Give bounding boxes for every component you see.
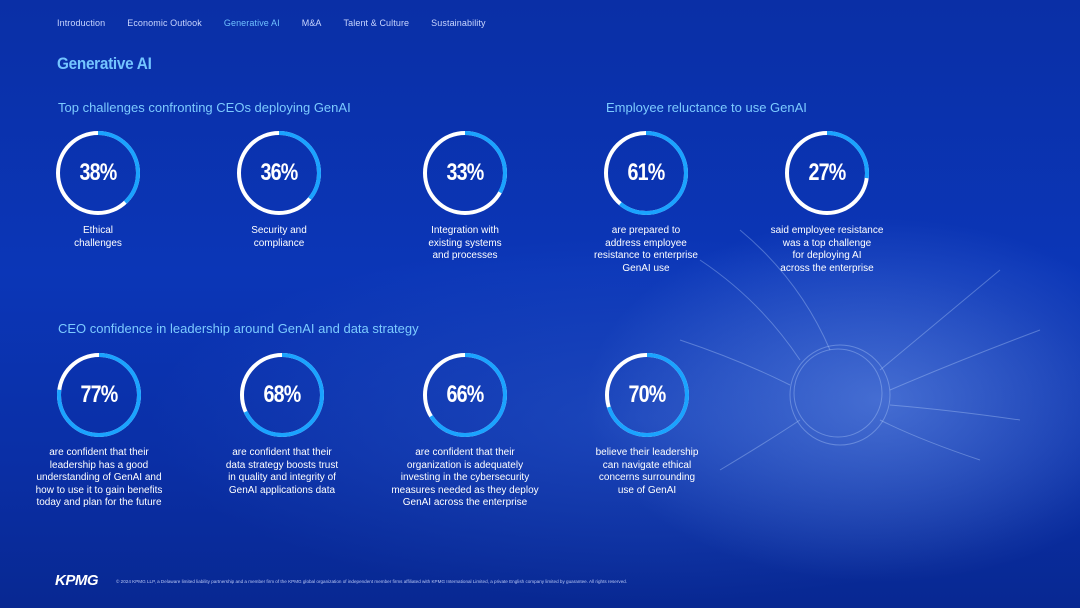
ring-progress-arc — [604, 131, 688, 215]
progress-ring: 70% — [603, 351, 691, 439]
ring-chart — [237, 131, 321, 215]
kpmg-logo: KPMG — [55, 572, 99, 589]
stat-caption: said employee resistance was a top chall… — [770, 225, 884, 274]
stat-value: 66% — [446, 381, 485, 408]
stat-employee-resistance: 27% said employee resistance was a top c… — [752, 129, 902, 275]
progress-ring: 38% — [54, 129, 142, 217]
nav-item-economic-outlook[interactable]: Economic Outlook — [127, 18, 202, 28]
stat-caption: are prepared to address employee resista… — [594, 225, 698, 274]
section-title-reluctance: Employee reluctance to use GenAI — [606, 100, 807, 115]
section-title-challenges: Top challenges confronting CEOs deployin… — [58, 100, 351, 115]
stat-prepared-resistance: 61% are prepared to address employee res… — [571, 129, 721, 275]
progress-ring: 66% — [421, 351, 509, 439]
footer-legal-text: © 2024 KPMG LLP, a Delaware limited liab… — [116, 579, 628, 584]
stat-value: 70% — [628, 381, 667, 408]
ring-progress-arc — [605, 353, 689, 437]
stat-cybersecurity: 66% are confident that their organizatio… — [390, 351, 540, 510]
stat-ethical-challenges: 38% Ethical challenges — [23, 129, 173, 250]
ring-chart — [423, 353, 507, 437]
stat-data-strategy: 68% are confident that their data strate… — [207, 351, 357, 497]
ring-chart — [56, 131, 140, 215]
stat-ethical-concerns: 70% believe their leadership can navigat… — [572, 351, 722, 497]
nav-item-sustainability[interactable]: Sustainability — [431, 18, 486, 28]
stat-value: 77% — [80, 381, 119, 408]
stat-caption: are confident that their data strategy b… — [225, 447, 339, 496]
ring-progress-arc — [423, 353, 507, 437]
progress-ring: 27% — [783, 129, 871, 217]
stat-value: 36% — [260, 159, 299, 186]
stat-caption: believe their leadership can navigate et… — [595, 447, 699, 496]
nav-item-introduction[interactable]: Introduction — [57, 18, 106, 28]
stat-value: 68% — [263, 381, 302, 408]
page-title: Generative AI — [57, 54, 152, 73]
ring-progress-arc — [237, 131, 321, 215]
ring-progress-arc — [57, 353, 141, 437]
ring-progress-arc — [240, 353, 324, 437]
nav-item-m-and-a[interactable]: M&A — [301, 18, 322, 28]
ring-chart — [57, 353, 141, 437]
ring-chart — [605, 353, 689, 437]
stat-value: 27% — [808, 159, 847, 186]
stat-caption: Security and compliance — [251, 225, 307, 249]
stat-genai-understanding: 77% are confident that their leadership … — [24, 351, 174, 510]
ring-progress-arc — [423, 131, 507, 215]
stat-value: 33% — [446, 159, 485, 186]
section-title-confidence: CEO confidence in leadership around GenA… — [58, 321, 419, 336]
nav-item-generative-ai[interactable]: Generative AI — [223, 18, 280, 28]
stat-value: 38% — [79, 159, 118, 186]
stat-integration: 33% Integration with existing systems an… — [390, 129, 540, 263]
top-nav: Introduction Economic Outlook Generative… — [57, 18, 508, 28]
stat-security-compliance: 36% Security and compliance — [204, 129, 354, 250]
ring-progress-arc — [785, 131, 869, 215]
ring-progress-arc — [56, 131, 140, 215]
stat-value: 61% — [627, 159, 666, 186]
progress-ring: 61% — [602, 129, 690, 217]
ring-chart — [240, 353, 324, 437]
stat-caption: are confident that their organization is… — [391, 447, 539, 509]
progress-ring: 36% — [235, 129, 323, 217]
nav-item-talent-culture[interactable]: Talent & Culture — [343, 18, 410, 28]
ring-chart — [423, 131, 507, 215]
progress-ring: 33% — [421, 129, 509, 217]
stat-caption: are confident that their leadership has … — [35, 447, 163, 509]
stat-caption: Integration with existing systems and pr… — [428, 225, 502, 262]
stat-caption: Ethical challenges — [74, 225, 122, 249]
ring-chart — [785, 131, 869, 215]
ring-chart — [604, 131, 688, 215]
progress-ring: 68% — [238, 351, 326, 439]
progress-ring: 77% — [55, 351, 143, 439]
